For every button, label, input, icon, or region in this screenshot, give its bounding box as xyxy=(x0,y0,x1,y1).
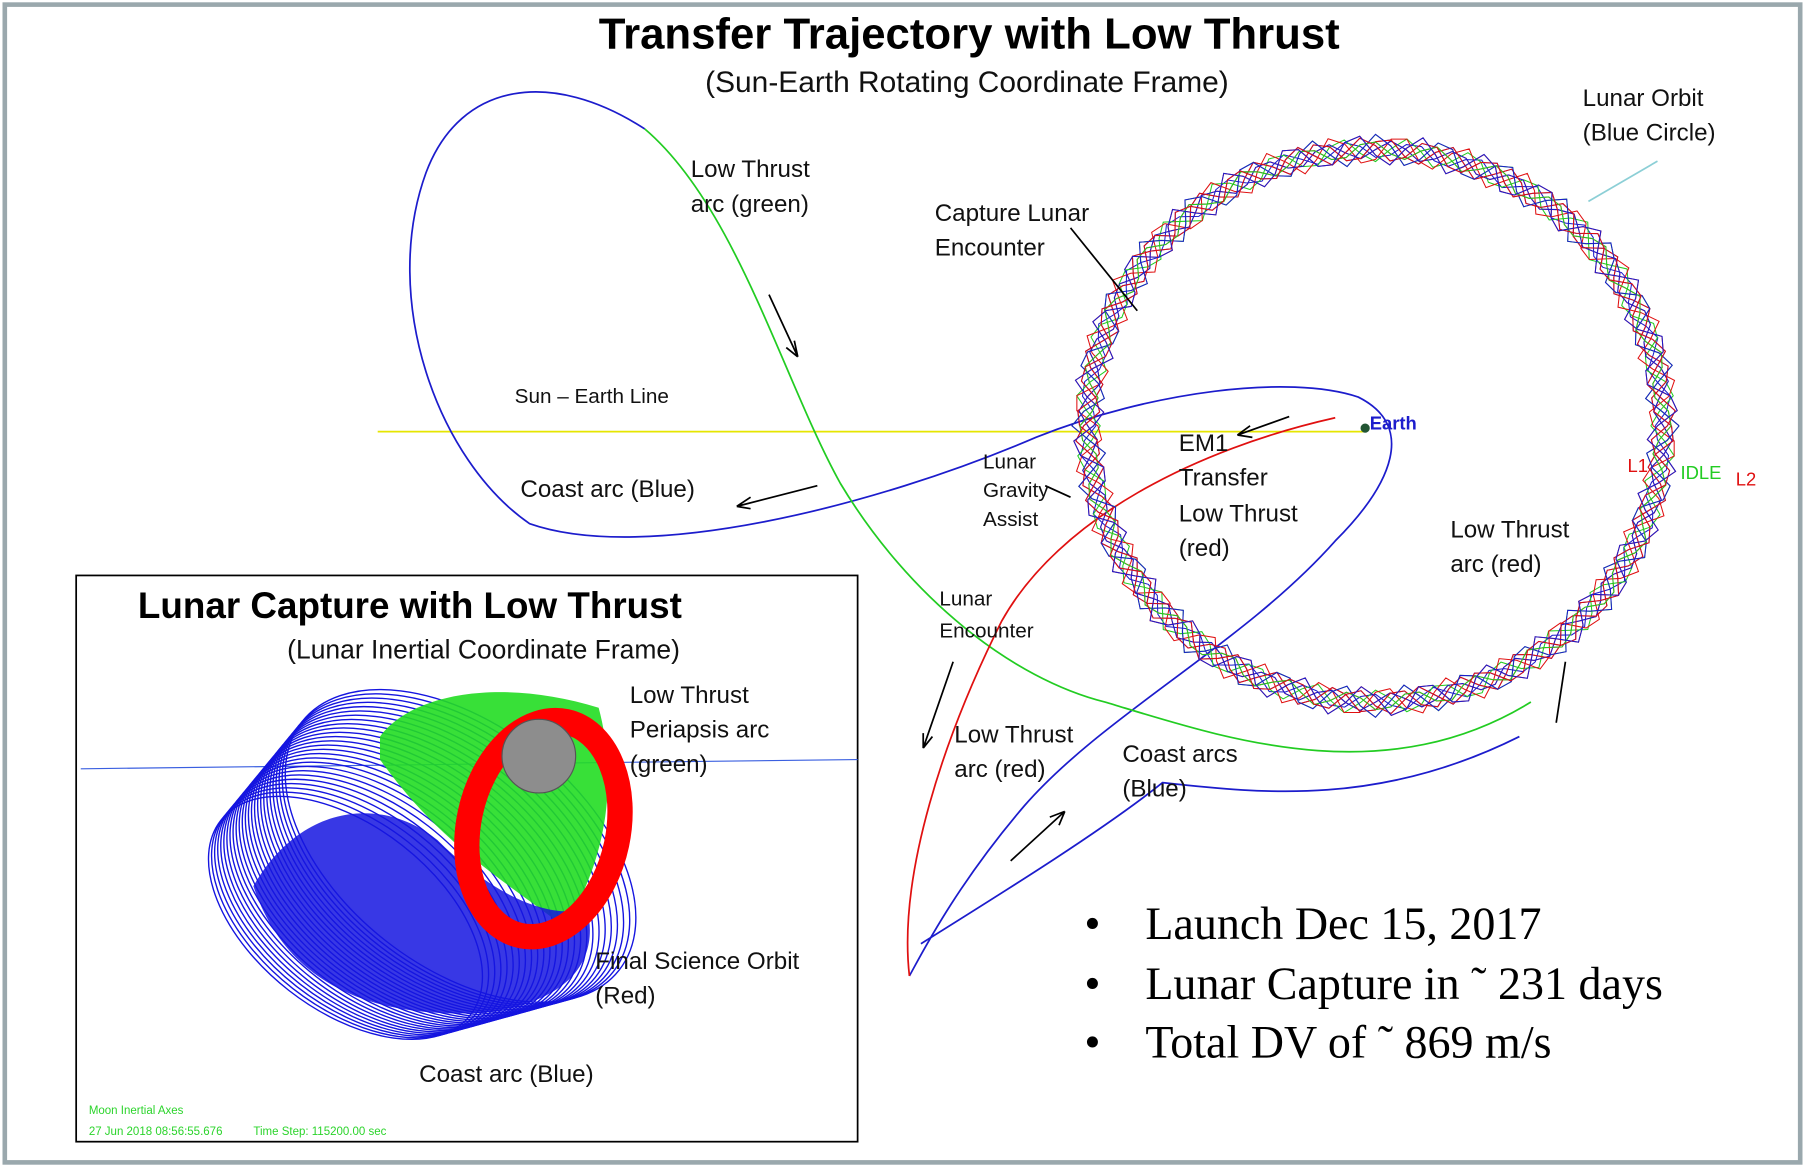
subtitle: (Sun-Earth Rotating Coordinate Frame) xyxy=(705,66,1229,99)
footer: Time Step: 115200.00 sec xyxy=(253,1126,386,1138)
label: Transfer xyxy=(1179,465,1268,492)
label: Coast arc (Blue) xyxy=(520,476,695,503)
label: L2 xyxy=(1736,469,1756,490)
label: Final Science Orbit xyxy=(595,948,799,975)
bullet-dot: • xyxy=(1084,1017,1100,1068)
label: arc (green) xyxy=(691,191,809,218)
bullet-dot: • xyxy=(1084,898,1100,949)
title: Transfer Trajectory with Low Thrust xyxy=(599,9,1340,58)
label: Encounter xyxy=(939,620,1033,643)
label: Lunar Orbit xyxy=(1583,85,1704,112)
label: Low Thrust xyxy=(1179,500,1298,527)
label: Low Thrust xyxy=(691,156,810,183)
label: (Red) xyxy=(595,983,655,1010)
label: IDLE xyxy=(1681,462,1722,483)
label: Earth xyxy=(1370,412,1417,433)
label: L1 xyxy=(1628,455,1648,476)
label: Coast arcs xyxy=(1122,741,1237,768)
footer: 27 Jun 2018 08:56:55.676 xyxy=(89,1126,223,1138)
inset: Lunar Capture with Low Thrust (Lunar Ine… xyxy=(76,575,857,1141)
bullet: Total DV of ˜ 869 m/s xyxy=(1145,1017,1551,1068)
footer: Moon Inertial Axes xyxy=(89,1105,184,1117)
bullet-dot: • xyxy=(1084,958,1100,1009)
label: Encounter xyxy=(935,234,1045,261)
label: EM1 xyxy=(1179,430,1229,457)
label: arc (red) xyxy=(1450,551,1541,578)
bullet: Launch Dec 15, 2017 xyxy=(1145,898,1541,949)
label: Lunar xyxy=(983,450,1036,473)
label: Coast arc (Blue) xyxy=(419,1061,594,1088)
earth xyxy=(1361,424,1370,433)
label: Capture Lunar xyxy=(935,200,1089,227)
inset-title: Lunar Capture with Low Thrust xyxy=(138,585,682,626)
moon xyxy=(502,719,576,793)
bullet: Lunar Capture in ˜ 231 days xyxy=(1145,958,1663,1009)
label: (Blue) xyxy=(1122,775,1186,802)
label: (red) xyxy=(1179,535,1230,562)
label: Sun – Earth Line xyxy=(515,385,669,408)
label: Low Thrust xyxy=(954,721,1073,748)
label: (Blue Circle) xyxy=(1583,119,1716,146)
label: Gravity xyxy=(983,479,1049,502)
label: Low Thrust xyxy=(1450,516,1569,543)
label: Periapsis arc xyxy=(630,717,770,744)
label: Lunar xyxy=(939,587,992,610)
label: Low Thrust xyxy=(630,682,749,709)
inset-subtitle: (Lunar Inertial Coordinate Frame) xyxy=(287,634,680,664)
label: Assist xyxy=(983,508,1038,531)
label: (green) xyxy=(630,751,708,778)
label: arc (red) xyxy=(954,756,1045,783)
page: Lunar Capture with Low Thrust (Lunar Ine… xyxy=(0,0,1805,1167)
